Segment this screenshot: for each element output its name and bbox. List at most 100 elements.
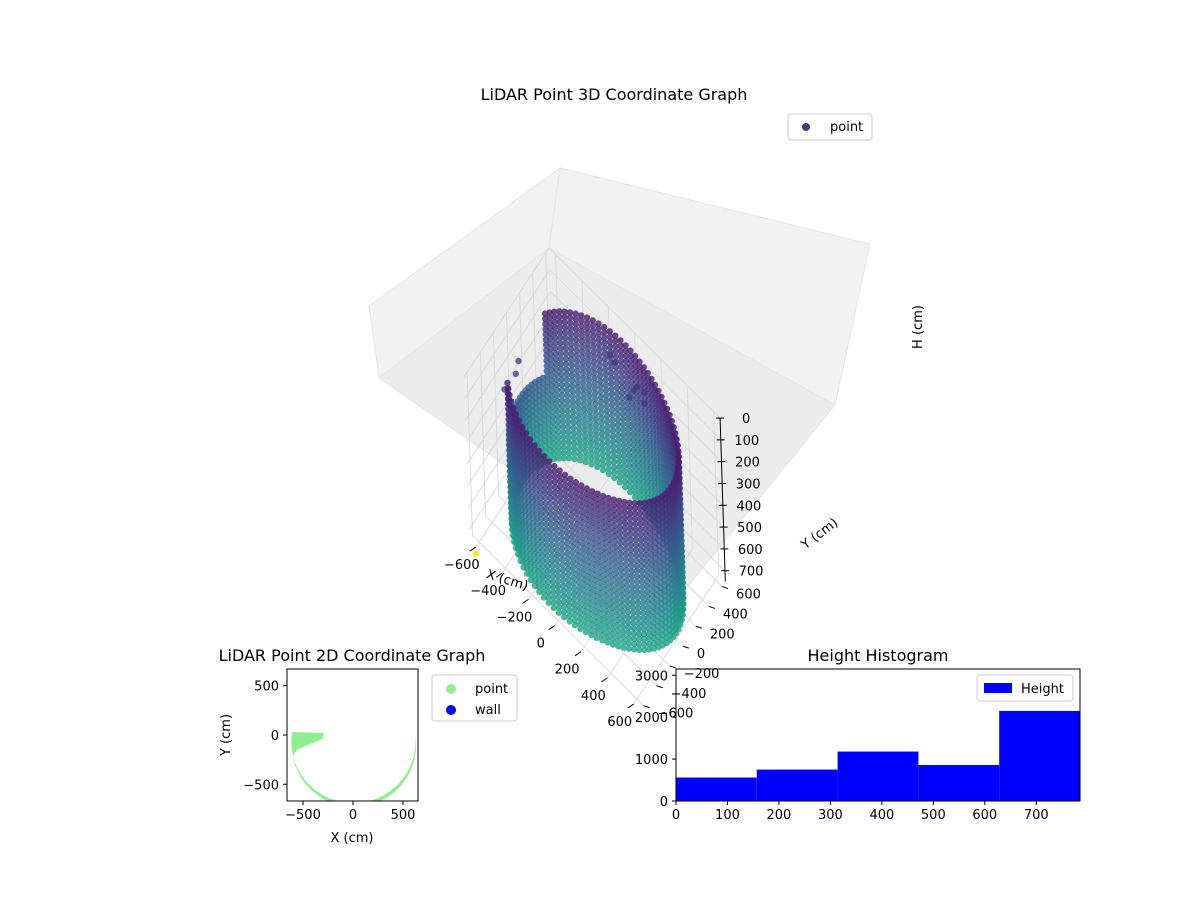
lidar-point: [563, 376, 570, 383]
lidar-point: [544, 578, 552, 586]
lidar-point: [603, 392, 610, 399]
lidar-point: [598, 610, 605, 618]
lidar-point: [601, 334, 608, 341]
lidar-point: [591, 577, 599, 584]
lidar-point: [630, 625, 637, 632]
lidar-point: [672, 430, 679, 437]
lidar-point: [540, 573, 547, 580]
lidar-point: [644, 593, 651, 601]
lidar-point: [537, 479, 544, 486]
lidar-point: [545, 583, 552, 591]
lidar-point: [621, 519, 629, 527]
chart-2d-title: LiDAR Point 2D Coordinate Graph: [219, 646, 486, 665]
lidar-point: [579, 354, 586, 361]
lidar-point: [556, 318, 563, 326]
lidar-point: [612, 548, 619, 556]
lidar-point: [566, 618, 573, 625]
lidar-point: [640, 609, 647, 617]
lidar-point: [567, 480, 574, 488]
grid-line: [492, 332, 500, 496]
lidar-point: [555, 599, 562, 606]
lidar-point: [575, 404, 582, 411]
lidar-point: [611, 522, 618, 529]
lidar-point: [603, 602, 610, 610]
lidar-point: [538, 531, 546, 538]
lidar-point: [599, 446, 606, 453]
lidar-point: [627, 357, 634, 365]
lidar-point: [544, 563, 551, 570]
lidar-point: [569, 392, 576, 400]
lidar-point: [606, 328, 613, 335]
lidar-point: [626, 483, 634, 490]
lidar-point: [619, 394, 626, 402]
lidar-point: [578, 322, 585, 329]
lidar-point: [549, 552, 556, 559]
lidar-point: [584, 345, 592, 353]
lidar-point: [595, 325, 602, 332]
lidar-point: [631, 494, 639, 501]
lidar-point: [569, 533, 576, 540]
lidar-point: [622, 535, 629, 542]
lidar-point: [601, 539, 608, 547]
lidar-point: [540, 578, 547, 585]
lidar-point: [585, 558, 593, 565]
x-tick-mark-3d: [548, 625, 556, 630]
lidar-point: [614, 395, 621, 402]
lidar-point: [604, 434, 611, 441]
lidar-point: [629, 420, 636, 428]
lidar-point: [643, 567, 650, 574]
lidar-point: [580, 395, 587, 403]
lidar-point: [554, 557, 561, 564]
lidar-point: [635, 620, 642, 627]
lidar-point: [595, 522, 602, 529]
lidar-point: [607, 557, 614, 564]
lidar-point: [584, 516, 591, 524]
lidar-point: [606, 520, 613, 528]
lidar-point: [583, 485, 590, 492]
lidar-point: [622, 546, 629, 553]
lidar-point: [590, 550, 598, 558]
lidar-point: [576, 599, 583, 606]
lidar-point: [624, 614, 632, 621]
lidar-point: [564, 539, 571, 546]
lidar-point: [578, 327, 585, 335]
x-tick-label-histogram: 300: [818, 808, 843, 823]
lidar-point: [630, 452, 637, 459]
lidar-point: [570, 429, 577, 436]
lidar-point: [559, 418, 567, 425]
lidar-point: [588, 455, 595, 463]
lidar-point: [602, 386, 610, 394]
lidar-point: [615, 437, 622, 444]
lidar-point: [536, 447, 543, 455]
lidar-point: [558, 535, 565, 542]
lidar-point: [581, 432, 589, 439]
lidar-point: [624, 415, 632, 422]
lidar-point: [621, 509, 628, 516]
lidar-point: [600, 524, 608, 531]
legend-2d: point wall: [431, 674, 518, 722]
lidar-point: [598, 616, 605, 623]
lidar-point: [562, 492, 569, 499]
lidar-point: [592, 406, 599, 413]
lidar-point: [558, 525, 565, 532]
lidar-point: [553, 536, 560, 543]
lidar-point: [562, 487, 569, 494]
lidar-point: [620, 426, 627, 433]
lidar-point: [624, 420, 632, 428]
lidar-point: [604, 628, 611, 636]
lidar-point: [613, 585, 620, 592]
lidar-point: [630, 630, 637, 637]
lidar-point: [581, 602, 589, 610]
y-tick-label-3d: 0: [697, 647, 705, 662]
lidar-point: [564, 407, 571, 415]
lidar-point: [609, 427, 617, 434]
lidar-point: [561, 471, 569, 478]
lidar-point: [616, 473, 623, 481]
lidar-point: [642, 525, 649, 533]
y-tick-label-histogram: 1000: [635, 753, 668, 768]
lidar-point: [603, 397, 610, 404]
lidar-point: [581, 592, 588, 599]
lidar-point: [622, 342, 629, 349]
lidar-point: [563, 381, 571, 389]
lidar-point: [610, 501, 618, 508]
